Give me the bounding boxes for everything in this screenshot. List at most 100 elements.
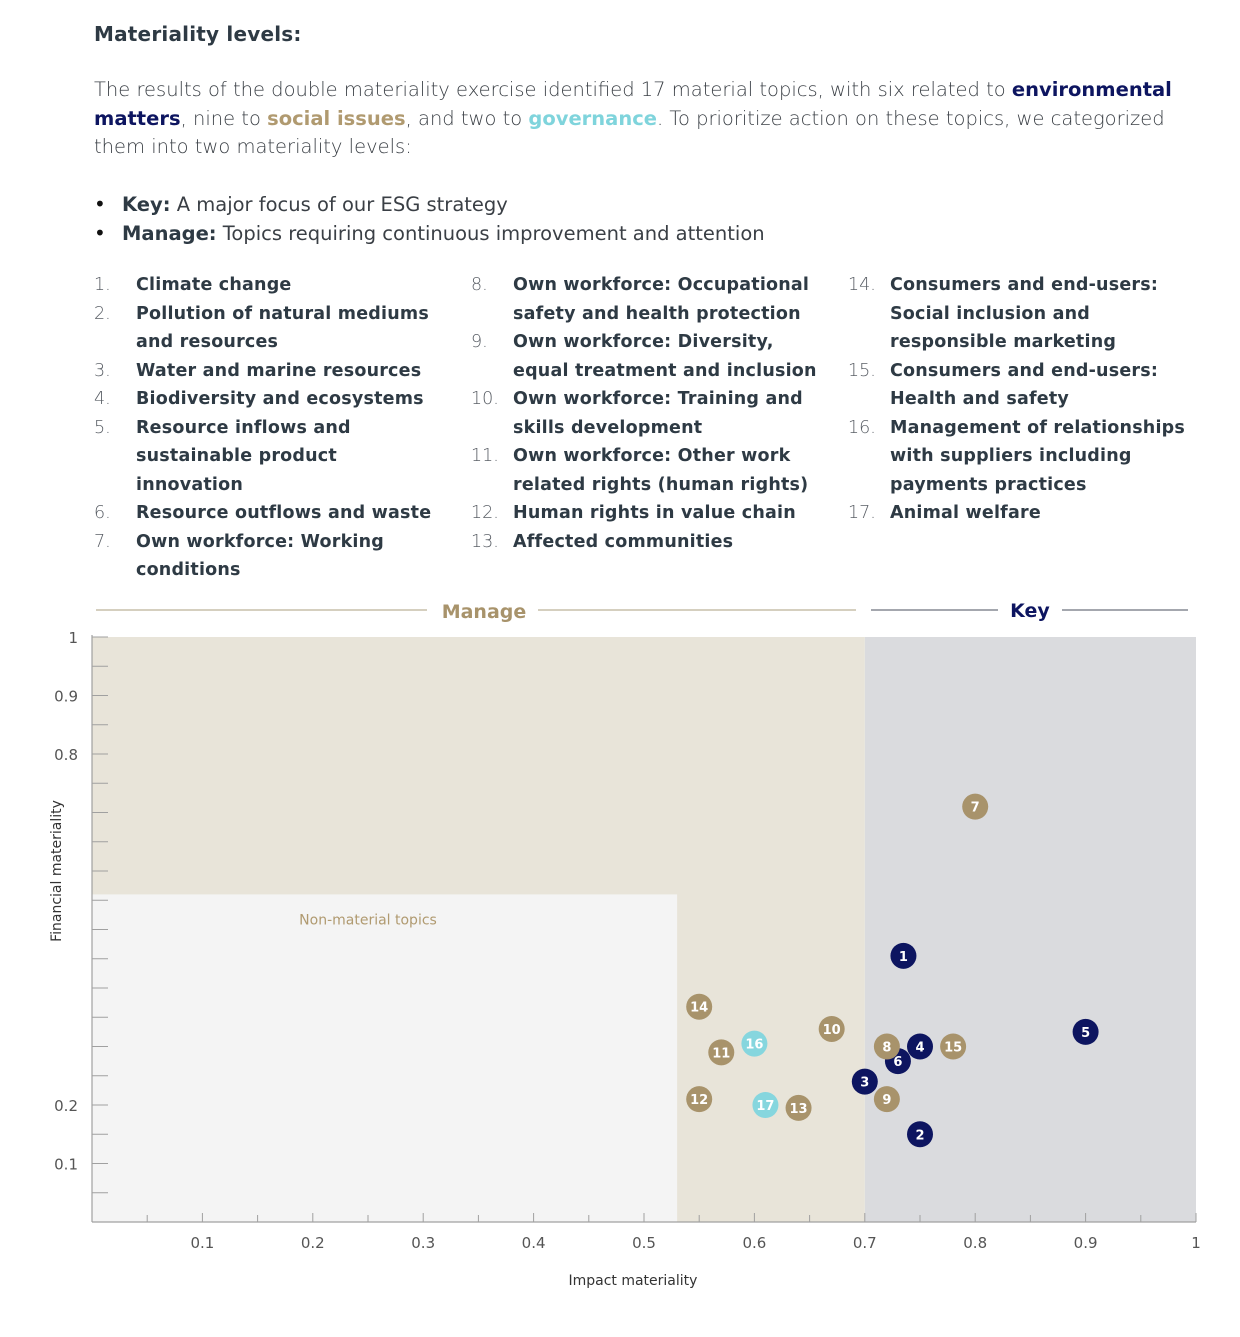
data-point-9: 9: [873, 1086, 900, 1113]
topic-column-2: 8. Own workforce: Occupational safety and…: [471, 271, 821, 556]
data-point-10: 10: [818, 1015, 845, 1042]
x-tick-label: 0.2: [301, 1234, 325, 1252]
topic-item: 11. Own workforce: Other work related rig…: [471, 442, 821, 499]
topic-number: 4.: [94, 389, 111, 409]
topic-number: 3.: [94, 360, 111, 381]
topic-label: Own workforce: Other work related rights…: [513, 446, 809, 495]
data-point-5: 5: [1072, 1018, 1099, 1045]
environmental-matters-highlight: environmental matters: [94, 78, 1172, 130]
topic-item: 16. Management of relationships with supp…: [848, 414, 1208, 500]
page-heading: Materiality levels:: [94, 22, 302, 46]
data-point-label: 17: [756, 1099, 774, 1114]
data-point-13: 13: [785, 1094, 812, 1121]
topic-number: 5.: [94, 417, 111, 438]
topic-label: Water and marine resources: [136, 360, 422, 381]
y-tick-label: 0.8: [54, 746, 78, 764]
data-point-marker: [785, 1094, 812, 1121]
data-point-marker: [686, 1086, 713, 1113]
topic-label: Management of relationships with supplie…: [890, 417, 1186, 495]
data-point-3: 3: [851, 1068, 878, 1095]
data-point-14: 14: [686, 993, 713, 1020]
data-point-label: 15: [944, 1041, 962, 1056]
x-tick-label: 1: [1191, 1234, 1201, 1252]
data-point-1: 1: [890, 942, 917, 969]
topic-item: 10. Own workforce: Training and skills de…: [471, 385, 821, 442]
key-zone-label: Key: [1010, 600, 1050, 622]
topic-number: 9.: [471, 332, 488, 352]
topic-column-1: 1. Climate change 2. Pollution of natural …: [94, 271, 439, 585]
data-point-label: 12: [690, 1093, 708, 1108]
topic-label: Own workforce: Training and skills devel…: [513, 389, 803, 438]
topic-number: 1.: [94, 275, 111, 295]
topic-label: Biodiversity and ecosystems: [136, 389, 424, 409]
topic-item: 13. Affected communities: [471, 528, 821, 557]
topic-label: Resource outflows and waste: [136, 503, 432, 523]
intro-text-3: , and two to: [405, 106, 529, 130]
data-point-label: 11: [712, 1046, 730, 1061]
x-tick-label: 0.3: [411, 1234, 435, 1252]
data-point-label: 6: [893, 1055, 902, 1070]
topic-number: 15.: [848, 360, 876, 381]
topic-item: 9. Own workforce: Diversity, equal treatm…: [471, 328, 821, 385]
data-point-label: 16: [745, 1038, 763, 1053]
topic-item: 8. Own workforce: Occupational safety and…: [471, 271, 821, 328]
topic-number: 7.: [94, 531, 111, 552]
y-tick-label: 0.9: [54, 688, 78, 706]
level-manage-text: Topics requiring continuous improvement …: [216, 222, 765, 245]
x-tick-label: 0.7: [853, 1234, 877, 1252]
level-item-manage: Manage: Topics requiring continuous impr…: [94, 219, 765, 248]
social-issues-highlight: social issues: [267, 106, 406, 130]
topic-item: 1. Climate change: [94, 271, 439, 300]
data-point-marker: [851, 1068, 878, 1095]
y-tick-label: 0.2: [54, 1097, 78, 1115]
x-tick-label: 0.1: [190, 1234, 214, 1252]
intro-text-4: . To prioritize action on these topics, …: [94, 106, 1165, 159]
data-point-17: 17: [752, 1092, 779, 1118]
topic-label: Climate change: [136, 275, 292, 295]
topic-column-3: 14. Consumers and end-users: Social inclu…: [848, 271, 1208, 528]
data-point-marker: [708, 1039, 735, 1066]
topic-label: Human rights in value chain: [513, 503, 796, 523]
topic-label: Pollution of natural mediums and resourc…: [136, 303, 429, 353]
topic-label: Own workforce: Diversity, equal treatmen…: [513, 332, 817, 381]
data-point-marker: [686, 993, 713, 1020]
x-tick-label: 0.5: [632, 1234, 656, 1252]
topic-item: 14. Consumers and end-users: Social inclu…: [848, 271, 1208, 357]
data-point-label: 8: [882, 1041, 891, 1056]
non-material-zone-label: Non-material topics: [299, 912, 437, 928]
data-point-marker: [907, 1033, 933, 1060]
data-point-marker: [741, 1030, 768, 1057]
topic-label: Animal welfare: [890, 503, 1041, 523]
data-point-marker: [818, 1015, 845, 1042]
non-material-zone: [92, 894, 678, 1222]
data-point-label: 5: [1081, 1026, 1090, 1041]
data-point-8: 8: [873, 1033, 900, 1060]
topic-label: Affected communities: [513, 531, 734, 552]
data-point-7: 7: [962, 793, 989, 820]
data-point-label: 1: [899, 950, 908, 965]
intro-text-2: , nine to: [180, 106, 268, 130]
topic-number: 17.: [848, 503, 876, 523]
topic-number: 13.: [471, 531, 499, 552]
x-axis-title: Impact materiality: [568, 1273, 697, 1289]
topic-item: 12. Human rights in value chain: [471, 499, 821, 528]
topic-number: 12.: [471, 503, 499, 523]
data-point-2: 2: [907, 1121, 933, 1148]
data-point-label: 2: [915, 1128, 924, 1143]
topic-item: 3. Water and marine resources: [94, 357, 439, 386]
data-point-marker: [752, 1092, 779, 1118]
topic-label: Own workforce: Working conditions: [136, 531, 385, 581]
y-axis-title: Financial materiality: [49, 800, 65, 942]
topic-item: 4. Biodiversity and ecosystems: [94, 385, 439, 414]
topic-item: 7. Own workforce: Working conditions: [94, 528, 439, 585]
topic-label: Own workforce: Occupational safety and h…: [513, 275, 810, 324]
y-tick-label: 1: [68, 629, 78, 647]
data-point-11: 11: [708, 1039, 735, 1066]
data-point-16: 16: [741, 1030, 768, 1057]
data-point-marker: [890, 942, 917, 969]
intro-text-1: The results of the double materiality ex…: [94, 78, 1012, 101]
topic-item: 2. Pollution of natural mediums and resou…: [94, 300, 439, 357]
manage-zone-label: Manage: [442, 601, 527, 623]
x-tick-label: 0.9: [1074, 1234, 1098, 1252]
